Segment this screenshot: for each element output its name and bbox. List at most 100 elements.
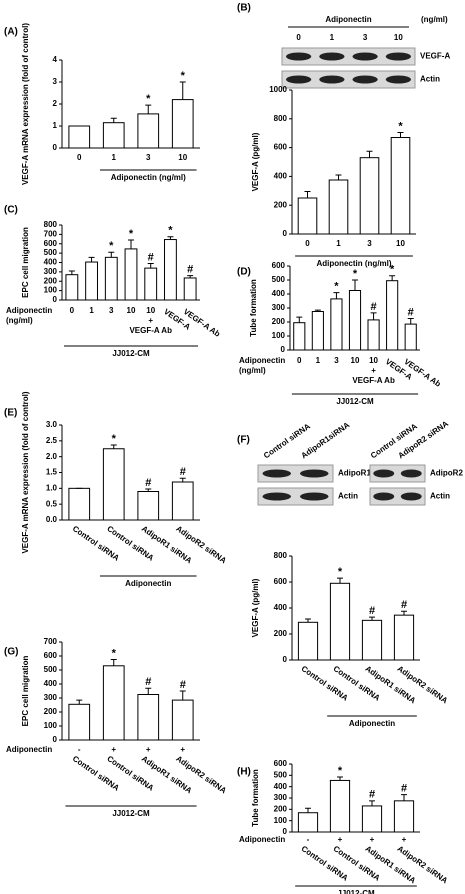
y-tick-label: 2 [53, 99, 58, 108]
y-axis-label: VEGF-A (pg/ml) [251, 578, 260, 637]
y-tick-label: 200 [274, 804, 288, 813]
bar [85, 261, 98, 301]
bar [330, 298, 343, 351]
row-sign: + [146, 745, 151, 754]
row-label: Adiponectin [6, 306, 52, 315]
group-label: JJ012-CM [112, 809, 150, 818]
significance-mark: * [390, 264, 395, 276]
significance-mark: * [353, 268, 358, 280]
significance-mark: * [398, 120, 403, 132]
bar [171, 699, 194, 741]
significance-mark: * [334, 281, 339, 293]
error-bar [108, 251, 115, 258]
y-tick-label: 600 [274, 143, 288, 152]
blot-band [300, 469, 329, 478]
y-tick-label: 0 [53, 143, 58, 152]
y-tick-label: 300 [274, 793, 288, 802]
error-bar [369, 616, 375, 621]
group-label: Adiponectin [125, 579, 171, 588]
panel-label: (A) [4, 27, 18, 38]
blot-band [285, 75, 312, 84]
bar [293, 322, 306, 351]
error-bar [401, 794, 407, 801]
bar [297, 812, 319, 833]
blot-band [385, 75, 412, 84]
x-tick-label: 3 [334, 356, 339, 365]
error-bar [337, 577, 343, 584]
error-bar [128, 239, 134, 249]
error-bar [369, 800, 375, 806]
significance-mark: # [408, 306, 414, 318]
row-sign: + [402, 835, 407, 844]
y-tick-label: 600 [44, 239, 58, 248]
lane-label: 3 [363, 33, 368, 42]
lane-label: 0 [296, 33, 301, 42]
bar [311, 311, 324, 351]
x-tick-label: 0 [305, 239, 310, 248]
row-sign: + [111, 745, 116, 754]
blot-header: Adiponectin [325, 15, 371, 24]
blot-band [319, 75, 345, 84]
y-tick-label: 600 [44, 651, 58, 660]
x-tick-label: 1 [316, 356, 321, 365]
bar [137, 113, 160, 149]
bar [171, 481, 194, 521]
blot-band [300, 492, 329, 501]
x-tick-label: 10 [178, 153, 187, 162]
significance-mark: # [145, 477, 151, 489]
y-tick-label: 200 [272, 317, 286, 326]
blot-strip [257, 487, 334, 506]
significance-mark: * [112, 647, 117, 659]
y-tick-label: 200 [44, 276, 58, 285]
row-label: Adiponectin [239, 835, 285, 844]
error-bar [68, 270, 75, 275]
y-tick-label: 100 [44, 721, 58, 730]
y-axis-label: EPC cell migration [21, 227, 30, 298]
bar [297, 621, 319, 661]
significance-mark: # [401, 783, 407, 795]
y-tick-label: 200 [274, 200, 288, 209]
y-tick-label: 800 [44, 220, 58, 229]
bar [367, 319, 380, 351]
error-bar [145, 488, 152, 492]
error-bar [314, 309, 321, 312]
bar [137, 694, 160, 741]
error-bar [305, 618, 311, 623]
x-tick-label: 10 [351, 356, 360, 365]
y-tick-label: 300 [44, 693, 58, 702]
y-tick-label: 100 [272, 331, 286, 340]
significance-mark: # [187, 264, 193, 276]
error-bar [110, 659, 117, 666]
y-tick-label: 0 [283, 827, 288, 836]
group-label: JJ012-CM [112, 349, 150, 358]
bar [68, 125, 91, 149]
significance-mark: * [338, 765, 343, 777]
y-tick-label: 0 [281, 345, 286, 354]
bar [386, 280, 399, 351]
significance-mark: # [369, 789, 375, 801]
blot-row-label: VEGF-A [420, 52, 450, 61]
y-tick-label: 0 [283, 229, 288, 238]
y-tick-label: 0.0 [46, 515, 58, 524]
blot-band [373, 492, 395, 501]
x-tick-label: 10 [396, 239, 405, 248]
y-tick-label: 700 [44, 229, 58, 238]
significance-mark: * [146, 93, 151, 105]
significance-mark: * [338, 566, 343, 578]
y-tick-label: 400 [274, 172, 288, 181]
panel-label: (D) [237, 267, 251, 278]
error-bar [352, 279, 358, 291]
blot-row-label: Actin [430, 492, 450, 501]
blot-strip [281, 47, 416, 66]
y-tick-label: 1 [53, 121, 58, 130]
bar [297, 197, 318, 235]
panel-label: (G) [4, 647, 18, 658]
panel-label: (H) [237, 767, 251, 778]
error-bar [179, 477, 186, 482]
y-tick-label: 4 [53, 55, 58, 64]
y-axis-label: VEGF-A mRNA expression (fold of control) [21, 391, 30, 553]
y-tick-label: 0.5 [46, 499, 58, 508]
blot-unit: (ng/ml) [421, 15, 448, 24]
bar [171, 99, 194, 149]
